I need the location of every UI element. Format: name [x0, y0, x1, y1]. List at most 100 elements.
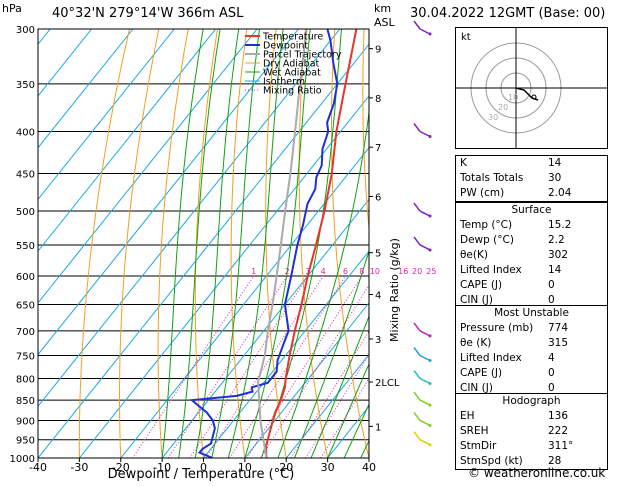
mixing-ratio-line	[229, 275, 346, 458]
wind-barb-staff	[419, 399, 431, 406]
most-unstable-title: Most Unstable	[494, 307, 569, 319]
mixing-ratio-label: 25	[426, 267, 436, 276]
wind-barb-feather	[413, 202, 421, 212]
mixing-ratio-line	[260, 284, 369, 458]
x-tick-label: -40	[29, 461, 47, 474]
wind-barb-dot	[428, 32, 432, 36]
pressure-tick-label: 800	[16, 374, 35, 385]
pressure-tick-label: 1000	[10, 454, 35, 465]
copyright: © weatheronline.co.uk	[468, 466, 606, 480]
x-tick-label: 10	[238, 461, 252, 474]
isotherm-line	[38, 29, 258, 304]
km-tick-label: 8	[375, 94, 381, 105]
dry-adiabat-line	[78, 29, 130, 458]
wind-barb-feather	[413, 20, 421, 30]
wind-barb-dot	[428, 381, 432, 385]
mixing-ratio-line	[246, 275, 363, 458]
wind-barb-feather	[413, 370, 421, 379]
wind-barb-feather	[413, 391, 421, 401]
wind-barb-dot	[428, 443, 432, 447]
pressure-tick-label: 450	[16, 169, 35, 180]
indices-table: K 14 Totals Totals 30 PW (cm) 2.04	[455, 155, 608, 202]
wind-barb-dot	[428, 135, 432, 139]
wet-adiabat-line	[178, 29, 221, 458]
asl-label: ASL	[374, 16, 395, 29]
mixing-ratio-label: 6	[343, 267, 348, 276]
parcel-trajectory	[257, 29, 308, 458]
isotherm-line	[244, 302, 369, 458]
isotherm-line	[38, 29, 92, 97]
x-tick-label: 40	[362, 461, 376, 474]
wind-barb-staff	[419, 377, 431, 385]
wet-adiabat-line	[194, 29, 240, 458]
wind-barb-dot	[428, 358, 432, 362]
hodograph-ring-label: 20	[498, 103, 508, 112]
pressure-tick-label: 850	[16, 396, 35, 407]
pressure-tick-label: 600	[16, 272, 35, 283]
pressure-tick-label: 550	[16, 241, 35, 252]
dry-adiabat-line	[157, 29, 189, 458]
wet-adiabat-line	[294, 249, 369, 458]
legend-label: Parcel Trajectory	[263, 50, 342, 61]
temperature-profile	[264, 29, 358, 458]
wind-barb-staff	[419, 210, 431, 217]
dewpoint-profile	[189, 29, 339, 458]
wind-barb-staff	[419, 28, 431, 35]
dry-adiabat-line	[393, 29, 452, 458]
index-row: K 14	[460, 157, 562, 169]
mixing-ratio-label: 2	[285, 267, 290, 276]
km-tick-label: 1	[375, 422, 381, 433]
wet-adiabat-line	[310, 314, 369, 458]
km-tick-label: 4	[375, 290, 381, 301]
isotherm-line	[161, 198, 369, 458]
km-tick-label: 2LCL	[375, 378, 400, 389]
isotherm-line	[38, 43, 369, 458]
pressure-tick-label: 900	[16, 416, 35, 427]
x-tick-label: 30	[321, 461, 335, 474]
legend-label: Temperature	[262, 32, 323, 43]
wind-barb-staff	[419, 419, 431, 427]
x-tick-label: 0	[200, 461, 207, 474]
wet-adiabat-line	[161, 29, 204, 458]
wind-barb-feather	[413, 431, 421, 441]
isotherm-line	[79, 95, 369, 458]
y-axis-label-mixing-ratio: Mixing Ratio (g/kg)	[388, 238, 401, 342]
legend-label: Dewpoint	[263, 41, 308, 52]
mixing-ratio-label: 10	[370, 267, 380, 276]
mixing-ratio-line	[189, 275, 309, 458]
legend-label: Isotherm	[263, 77, 305, 88]
surface-table: Surface Temp (°C) 15.2 Dewp (°C) 2.2 θe(K)…	[455, 202, 608, 309]
x-axis-label: Dewpoint / Temperature (°C)	[108, 467, 295, 482]
wind-barb-staff	[419, 439, 431, 446]
legend-label: Dry Adiabat	[263, 59, 320, 70]
wind-barb-feather	[413, 412, 421, 421]
hodograph-ring-label: 30	[488, 113, 498, 122]
wind-barb-feather	[413, 322, 421, 332]
isotherm-line	[120, 146, 369, 458]
mixing-ratio-label: 16	[398, 267, 408, 276]
mixing-ratio-label: 8	[359, 267, 364, 276]
isotherm-line	[38, 29, 341, 408]
isotherm-line	[38, 29, 217, 252]
wind-barb-dot	[428, 403, 432, 407]
mixing-ratio-line	[305, 353, 369, 458]
hodograph-kt-label: kt	[461, 32, 471, 43]
datetime-title: 30.04.2022 12GMT (Base: 00)	[410, 6, 606, 21]
wet-adiabat-line	[244, 29, 311, 458]
legend-label: Wet Adiabat	[263, 68, 321, 79]
x-tick-label: -10	[153, 461, 171, 474]
dry-adiabat-line	[331, 29, 369, 458]
wet-adiabat-line	[227, 29, 284, 458]
hodograph-ring-label: 10	[508, 93, 518, 102]
wind-barb-staff	[419, 330, 431, 337]
km-tick-label: 5	[375, 249, 381, 260]
wind-barb-dot	[428, 423, 432, 427]
mixing-ratio-line	[290, 330, 369, 458]
index-row: Totals Totals 30	[460, 172, 562, 184]
pressure-tick-label: 650	[16, 301, 35, 312]
pressure-tick-label: 750	[16, 351, 35, 362]
dry-adiabat-line	[119, 29, 160, 458]
hpa-label: hPa	[2, 2, 22, 15]
